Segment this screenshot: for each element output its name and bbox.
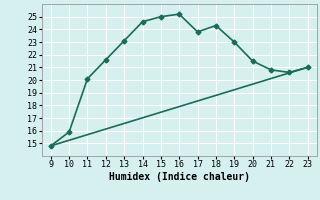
X-axis label: Humidex (Indice chaleur): Humidex (Indice chaleur)	[109, 172, 250, 182]
